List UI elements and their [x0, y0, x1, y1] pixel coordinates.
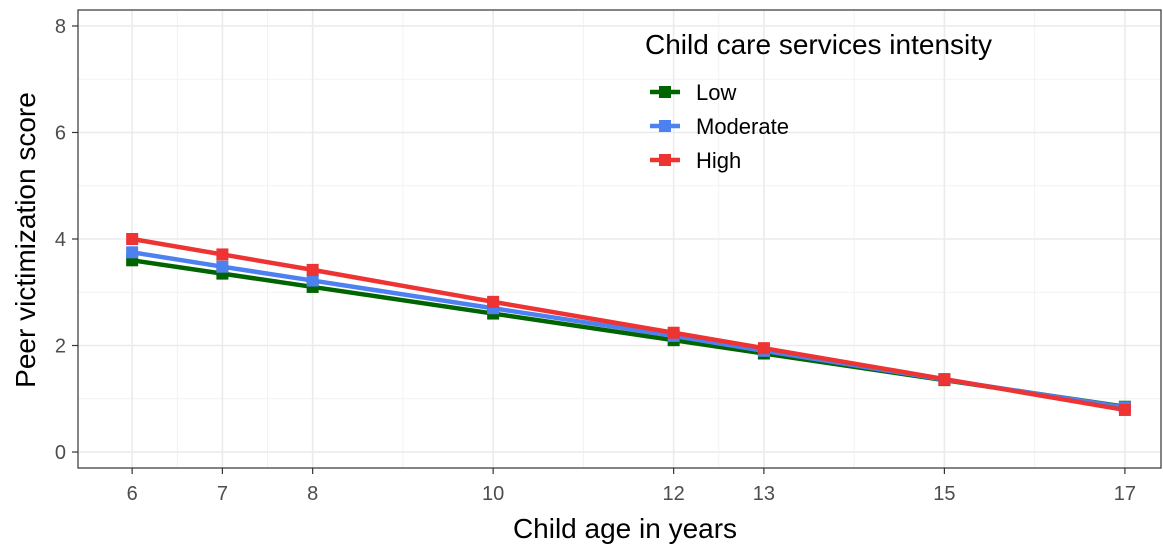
legend-label-low: Low	[696, 80, 736, 105]
series-line-high	[129, 236, 1128, 413]
y-tick-label: 8	[55, 16, 66, 38]
data-point-low	[126, 254, 139, 267]
y-tick-label: 0	[55, 442, 66, 464]
x-tick-label: 8	[307, 483, 318, 505]
legend-label-high: High	[696, 148, 741, 173]
legend-title: Child care services intensity	[645, 29, 992, 60]
series-points	[126, 233, 1131, 416]
data-point-high	[667, 326, 680, 339]
data-point-moderate	[306, 274, 319, 287]
data-point-high	[757, 342, 770, 355]
legend-marker-moderate	[659, 120, 671, 132]
y-tick-label: 4	[55, 229, 66, 251]
legend-marker-low	[659, 86, 671, 98]
data-point-high	[216, 248, 229, 261]
x-tick-label: 13	[753, 483, 775, 505]
data-point-moderate	[216, 260, 229, 273]
legend-marker-high	[659, 154, 671, 166]
y-tick-label: 2	[55, 336, 66, 358]
data-point-high	[938, 373, 951, 386]
legend: Child care services intensity Low Moderat…	[645, 29, 992, 173]
data-point-moderate	[126, 246, 139, 259]
y-axis-ticks: 0 2 4 6 8	[55, 16, 78, 464]
x-axis-ticks: 6 7 8 10 12 13 15 17	[127, 468, 1136, 505]
x-tick-label: 7	[217, 483, 228, 505]
x-tick-label: 17	[1114, 483, 1136, 505]
x-axis-title: Child age in years	[513, 513, 737, 544]
grid-major	[78, 10, 1161, 468]
data-point-high	[487, 295, 500, 308]
series-lines	[129, 236, 1128, 413]
x-tick-label: 12	[663, 483, 685, 505]
data-point-high	[126, 233, 139, 245]
x-tick-label: 10	[482, 483, 504, 505]
y-axis-title: Peer victimization score	[10, 92, 41, 388]
x-tick-label: 6	[127, 483, 138, 505]
y-tick-label: 6	[55, 122, 66, 144]
data-point-high	[1118, 403, 1131, 416]
legend-label-moderate: Moderate	[696, 114, 789, 139]
data-point-high	[306, 263, 319, 276]
x-tick-label: 15	[933, 483, 955, 505]
